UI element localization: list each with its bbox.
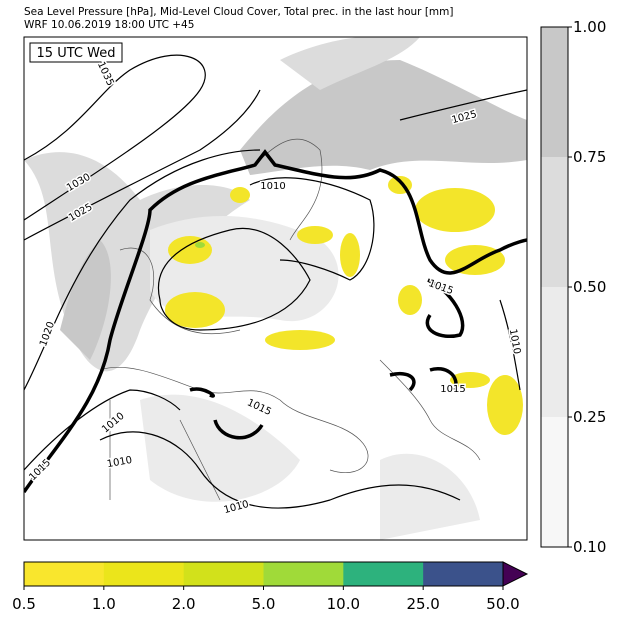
cloud-colorbar: 0.10 0.25 0.50 0.75 1.00: [540, 18, 606, 556]
colorbar-segment: [263, 562, 344, 586]
tick-label: 10.0: [327, 595, 360, 613]
isobar-label: 1010: [260, 181, 285, 192]
title: Sea Level Pressure [hPa], Mid-Level Clou…: [24, 6, 454, 18]
tick-label: 0.5: [12, 595, 36, 613]
precip-colorbar: 0.5 1.0 2.0 5.0 10.0 25.0 50.0: [12, 561, 529, 613]
colorbar-segment: [103, 562, 185, 586]
colorbar-segment: [423, 562, 504, 586]
colorbar-segment: [541, 157, 568, 287]
map-frame: [23, 36, 528, 541]
tick-label: 0.25: [573, 408, 606, 426]
time-box: [29, 42, 123, 63]
tick-label: 0.50: [573, 278, 606, 296]
colorbar-segment: [343, 562, 424, 586]
colorbar-extension: [502, 561, 529, 587]
colorbar-segment: [24, 562, 105, 586]
tick-label: 50.0: [486, 595, 519, 613]
tick-label: 2.0: [172, 595, 196, 613]
map: [24, 37, 527, 540]
colorbar-segment: [183, 562, 264, 586]
isobar-label: 1015: [440, 384, 465, 395]
colorbar-segment: [541, 417, 568, 547]
tick-label: 1.0: [92, 595, 116, 613]
colorbar-segment: [541, 27, 568, 157]
tick-label: 1.00: [573, 18, 606, 36]
tick-label: 0.75: [573, 148, 606, 166]
tick-label: 0.10: [573, 538, 606, 556]
subtitle: WRF 10.06.2019 18:00 UTC +45: [24, 19, 194, 31]
colorbar-segment: [541, 287, 568, 417]
time-label: 15 UTC Wed: [37, 46, 116, 61]
tick-label: 25.0: [406, 595, 439, 613]
tick-label: 5.0: [252, 595, 276, 613]
